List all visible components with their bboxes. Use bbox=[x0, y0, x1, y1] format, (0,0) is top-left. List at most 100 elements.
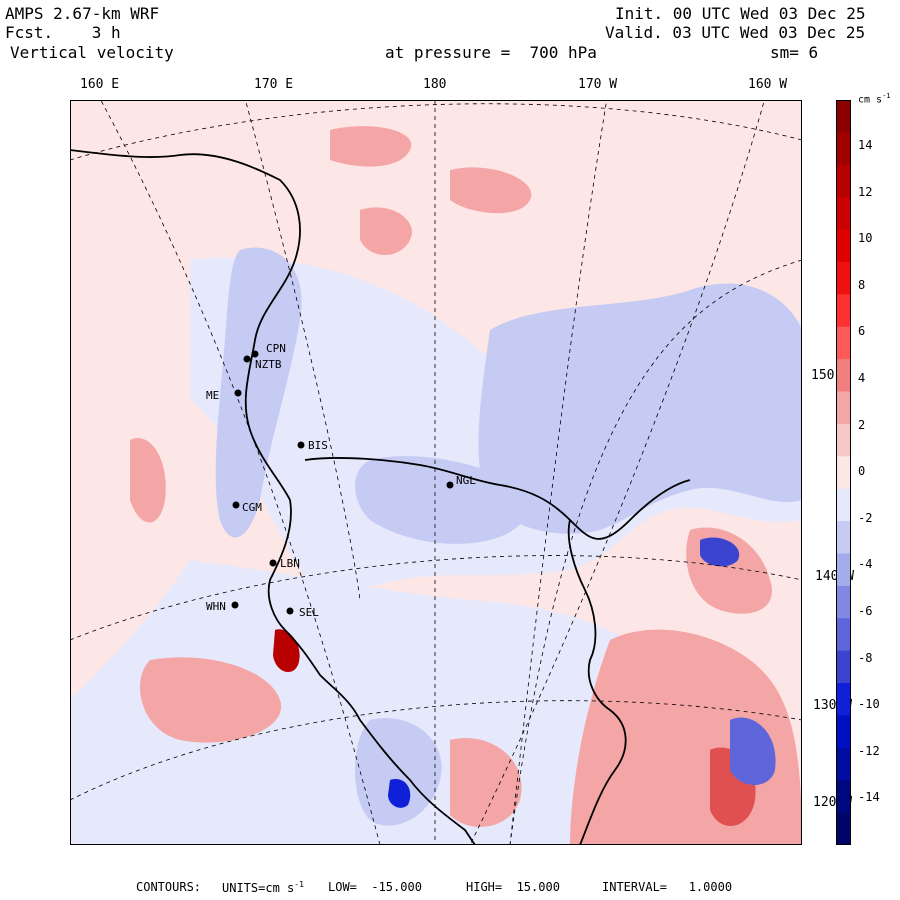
lon-label-160e: 160 E bbox=[80, 77, 120, 92]
colorbar-tick-label: -2 bbox=[858, 510, 873, 525]
colorbar-tick-label: 8 bbox=[858, 277, 866, 292]
forecast-hour: Fcst. 3 h bbox=[5, 23, 121, 42]
lon-label-170w: 170 W bbox=[578, 77, 618, 92]
colorbar-swatch bbox=[836, 456, 851, 490]
lon-label-160w: 160 W bbox=[748, 77, 788, 92]
station-dot-cpn bbox=[251, 350, 259, 358]
colorbar-swatch bbox=[836, 585, 851, 619]
red-patch-top bbox=[330, 126, 412, 167]
footer-high: HIGH= 15.000 bbox=[466, 880, 560, 894]
colorbar-swatch bbox=[836, 488, 851, 522]
station-label-lbn: LBN bbox=[280, 557, 300, 570]
graticule bbox=[70, 100, 802, 845]
red-patch-west bbox=[130, 438, 166, 523]
pressure-level: at pressure = 700 hPa bbox=[385, 43, 597, 62]
station-dot-lbn bbox=[269, 559, 277, 567]
colorbar-tick-label: -8 bbox=[858, 650, 873, 665]
blue-patch-east bbox=[478, 283, 802, 534]
colorbar-swatch bbox=[836, 747, 851, 781]
colorbar-units-exp: -1 bbox=[882, 92, 891, 100]
station-markers: CPN NZTB ME BIS NGL CGM LBN WHN SEL bbox=[206, 342, 476, 619]
colorbar-tick-label: 0 bbox=[858, 464, 866, 479]
colorbar-swatch bbox=[836, 326, 851, 360]
station-dot-whn bbox=[231, 601, 239, 609]
colorbar-swatch bbox=[836, 294, 851, 328]
colorbar-tick-label: -6 bbox=[858, 604, 873, 618]
station-dot-nztb bbox=[243, 355, 251, 363]
vertical-velocity-map: CPN NZTB ME BIS NGL CGM LBN WHN SEL bbox=[70, 100, 802, 845]
strong-blue-cell bbox=[730, 717, 776, 785]
colorbar bbox=[836, 100, 851, 845]
ice-shelf-edge bbox=[304, 457, 691, 540]
colorbar-tick-label: -14 bbox=[858, 790, 880, 805]
station-label-sel: SEL bbox=[299, 606, 319, 619]
colorbar-swatch bbox=[836, 100, 851, 133]
red-patch-southwest bbox=[140, 657, 282, 743]
station-dot-bis bbox=[297, 441, 305, 449]
smoothing-label: sm= 6 bbox=[770, 43, 819, 62]
red-patch-center bbox=[360, 207, 412, 255]
colorbar-swatch bbox=[836, 715, 851, 749]
colorbar-swatch bbox=[836, 164, 851, 198]
colorbar-frame bbox=[836, 100, 851, 845]
colorbar-tick-label: 14 bbox=[858, 138, 873, 152]
lon-label-180: 180 bbox=[423, 77, 447, 92]
colorbar-tick-label: 10 bbox=[858, 231, 873, 246]
footer-units: UNITS=cm s-1 bbox=[222, 880, 304, 895]
colorbar-swatch bbox=[836, 229, 851, 263]
station-label-nztb: NZTB bbox=[255, 358, 282, 371]
colorbar-swatch bbox=[836, 553, 851, 587]
colorbar-swatch bbox=[836, 197, 851, 231]
station-dot-ngl bbox=[446, 481, 454, 489]
blue-patch-ross bbox=[355, 456, 528, 544]
valid-time: Valid. 03 UTC Wed 03 Dec 25 bbox=[605, 23, 866, 42]
colorbar-swatch bbox=[836, 261, 851, 295]
colorbar-tick-label: 4 bbox=[858, 371, 866, 385]
station-dot-me bbox=[234, 389, 242, 397]
lon-label-170e: 170 E bbox=[254, 77, 294, 92]
red-patch-lower-center bbox=[450, 738, 522, 827]
colorbar-units-text: cm s bbox=[858, 94, 883, 106]
station-label-bis: BIS bbox=[308, 439, 328, 452]
blue-patch-coast bbox=[215, 247, 302, 538]
map-frame bbox=[70, 100, 802, 845]
variable-name: Vertical velocity bbox=[10, 43, 174, 62]
colorbar-tick-label: -4 bbox=[858, 557, 873, 572]
colorbar-tick-label: 12 bbox=[858, 184, 873, 199]
station-dot-sel bbox=[286, 607, 294, 615]
footer-contours: CONTOURS: bbox=[136, 880, 202, 894]
strong-blue-cell-2 bbox=[700, 537, 740, 567]
footer-interval: INTERVAL= 1.0000 bbox=[602, 880, 733, 894]
colorbar-swatch bbox=[836, 391, 851, 425]
station-label-cpn: CPN bbox=[266, 342, 286, 355]
station-label-me: ME bbox=[206, 389, 219, 402]
colorbar-swatch bbox=[836, 780, 851, 814]
colorbar-units: cm s-1 bbox=[858, 92, 891, 105]
colorbar-tick-label: -10 bbox=[858, 697, 880, 712]
colorbar-swatch bbox=[836, 650, 851, 684]
coastline-transantarctic bbox=[70, 149, 476, 845]
colorbar-swatch bbox=[836, 683, 851, 716]
blue-patch-lower bbox=[355, 718, 442, 826]
station-label-ngl: NGL bbox=[456, 474, 476, 487]
footer-units-text: UNITS=cm s bbox=[222, 881, 295, 895]
colorbar-tick-label: 6 bbox=[858, 324, 866, 339]
colorbar-swatch bbox=[836, 521, 851, 554]
strong-blue-cell-3 bbox=[388, 779, 411, 808]
footer-units-exp: -1 bbox=[294, 880, 304, 889]
colorbar-tick-label: -12 bbox=[858, 743, 880, 758]
init-time: Init. 00 UTC Wed 03 Dec 25 bbox=[615, 4, 866, 23]
colorbar-swatch bbox=[836, 618, 851, 652]
station-dot-cgm bbox=[232, 501, 240, 509]
colorbar-swatch bbox=[836, 423, 851, 457]
red-patch-top2 bbox=[450, 167, 532, 214]
model-title: AMPS 2.67-km WRF bbox=[5, 4, 160, 23]
station-label-whn: WHN bbox=[206, 600, 226, 613]
colorbar-tick-label: 2 bbox=[858, 417, 866, 432]
colorbar-swatch bbox=[836, 812, 851, 845]
footer-low: LOW= -15.000 bbox=[328, 880, 422, 894]
station-label-cgm: CGM bbox=[242, 501, 262, 514]
colorbar-swatch bbox=[836, 132, 851, 166]
grounding-line bbox=[567, 519, 627, 845]
colorbar-swatch bbox=[836, 359, 851, 393]
